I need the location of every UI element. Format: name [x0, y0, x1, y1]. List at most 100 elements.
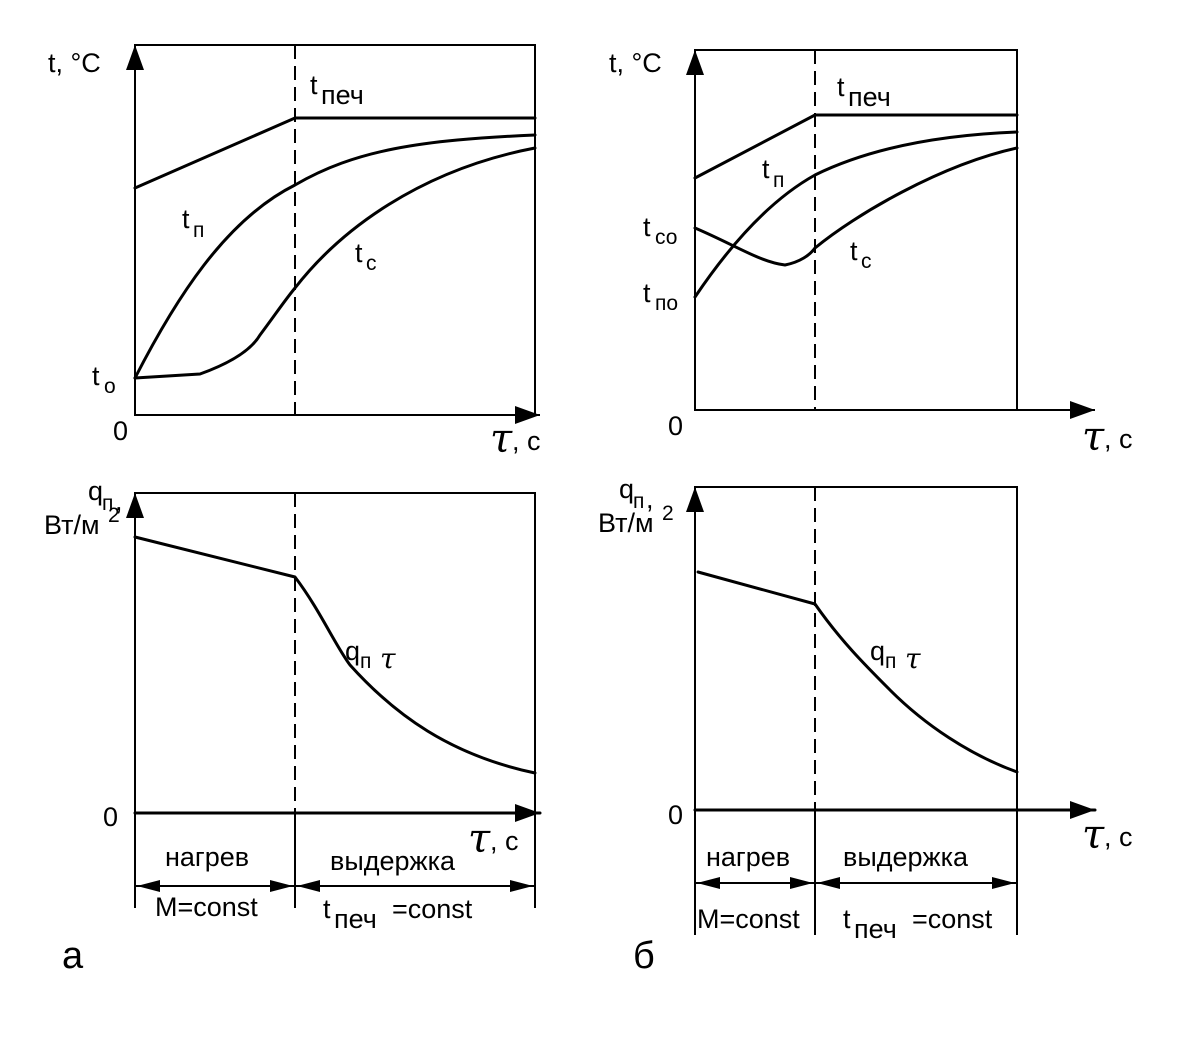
svg-text:п: п [773, 169, 784, 192]
heating-condition-label: M=const [697, 904, 800, 934]
furnace-temperature-label: t печ [837, 72, 891, 112]
svg-text:q: q [88, 476, 103, 506]
svg-text:t: t [323, 894, 331, 924]
panel-b-heat-flux-chart: q п , Вт/м 2 0 τ , с q п τ нагрев выдерж… [598, 474, 1133, 977]
time-axis-tau: τ [1082, 812, 1105, 858]
svg-text:t: t [762, 154, 770, 184]
center-temperature-label: t с [355, 238, 377, 275]
svg-text:t: t [850, 236, 858, 266]
arrow-right-icon [790, 877, 813, 889]
arrow-left-icon [137, 880, 160, 892]
svg-text:печ: печ [854, 914, 897, 944]
temperature-axis-label: t, °C [609, 48, 662, 78]
panel-b-letter: б [633, 935, 655, 977]
origin-zero-label: 0 [103, 802, 118, 832]
origin-zero-label: 0 [668, 411, 683, 441]
heat-flux-axis-label: q п , Вт/м 2 [598, 474, 674, 538]
svg-text:по: по [655, 292, 678, 315]
arrow-up-icon [686, 487, 704, 512]
svg-text:t: t [843, 904, 851, 934]
svg-text:t: t [182, 204, 190, 234]
svg-text:с: с [366, 252, 377, 275]
arrow-up-icon [126, 493, 144, 518]
center-temperature-curve [133, 146, 537, 380]
time-axis-tau: τ [468, 816, 491, 862]
holding-condition-label: t печ =const [323, 894, 473, 934]
stage-holding-label: выдержка [330, 846, 456, 876]
arrow-right-icon [1070, 801, 1095, 819]
svg-text:2: 2 [108, 504, 120, 527]
svg-text:с: с [861, 250, 872, 273]
time-axis-tau: τ [490, 416, 513, 462]
surface-temperature-curve [693, 130, 1019, 299]
svg-text:о: о [104, 375, 116, 398]
svg-text:печ: печ [848, 82, 891, 112]
stage-holding-label: выдержка [843, 842, 969, 872]
surface-temperature-label: t п [182, 204, 204, 242]
initial-temperature-label: t о [92, 361, 116, 398]
time-axis-unit: , с [490, 826, 519, 856]
arrow-left-icon [697, 877, 720, 889]
heat-flux-curve [696, 570, 1019, 774]
svg-text:,: , [115, 486, 123, 516]
surface-temperature-curve [133, 133, 537, 380]
svg-text:=const: =const [392, 894, 473, 924]
svg-text:=const: =const [912, 904, 993, 934]
heat-flux-axis-label: q п , Вт/м 2 [44, 476, 123, 540]
arrow-right-icon [1070, 401, 1095, 419]
svg-text:со: со [655, 226, 677, 249]
holding-condition-label: t печ =const [843, 904, 993, 944]
svg-text:q: q [345, 636, 360, 666]
plot-frame [134, 492, 536, 814]
heat-flux-curve [133, 535, 537, 775]
svg-text:п: п [193, 219, 204, 242]
heat-flux-curve-label: q п τ [345, 636, 396, 675]
time-axis-unit: , с [1104, 822, 1133, 852]
svg-text:t: t [92, 361, 100, 391]
panel-a-letter: а [62, 935, 84, 977]
svg-text:t: t [643, 278, 651, 308]
heating-condition-label: M=const [155, 892, 258, 922]
svg-text:,: , [646, 484, 654, 514]
svg-text:п: п [885, 650, 896, 673]
svg-text:t: t [355, 238, 363, 268]
stage-heating-label: нагрев [165, 842, 249, 872]
arrow-right-icon [515, 406, 540, 424]
arrow-right-icon [515, 804, 540, 822]
svg-text:п: п [102, 492, 113, 515]
panel-b-temperature-chart: t, °C 0 τ , с t со t по t печ t п t с [609, 48, 1133, 460]
svg-text:2: 2 [662, 502, 674, 525]
svg-text:п: п [360, 650, 371, 673]
center-temperature-curve [693, 146, 1019, 267]
panel-a-heat-flux-chart: q п , Вт/м 2 0 τ , с q п τ нагрев выдерж… [44, 476, 542, 977]
arrow-right-icon [510, 880, 533, 892]
svg-text:τ: τ [905, 642, 921, 675]
svg-text:q: q [870, 636, 885, 666]
arrow-left-icon [817, 877, 840, 889]
svg-text:q: q [619, 474, 634, 504]
svg-text:Вт/м: Вт/м [44, 510, 100, 540]
furnace-temperature-curve [693, 113, 1019, 180]
svg-text:п: п [633, 490, 644, 513]
heat-flux-curve-label: q п τ [870, 636, 921, 675]
time-axis-unit: , с [512, 426, 541, 456]
furnace-temperature-label: t печ [310, 70, 364, 110]
svg-text:τ: τ [380, 642, 396, 675]
svg-text:t: t [310, 70, 318, 100]
surface-temperature-label: t п [762, 154, 784, 192]
initial-surface-temperature-label: t по [643, 278, 678, 315]
origin-zero-label: 0 [113, 416, 128, 446]
svg-text:печ: печ [334, 904, 377, 934]
arrow-right-icon [270, 880, 293, 892]
time-axis-tau: τ [1082, 414, 1105, 460]
svg-text:печ: печ [321, 80, 364, 110]
plot-frame [694, 486, 1018, 811]
initial-center-temperature-label: t со [643, 212, 677, 249]
arrow-right-icon [992, 877, 1015, 889]
svg-text:t: t [837, 72, 845, 102]
stage-heating-label: нагрев [706, 842, 790, 872]
svg-text:Вт/м: Вт/м [598, 508, 654, 538]
furnace-temperature-curve [133, 116, 537, 190]
svg-text:t: t [643, 212, 651, 242]
